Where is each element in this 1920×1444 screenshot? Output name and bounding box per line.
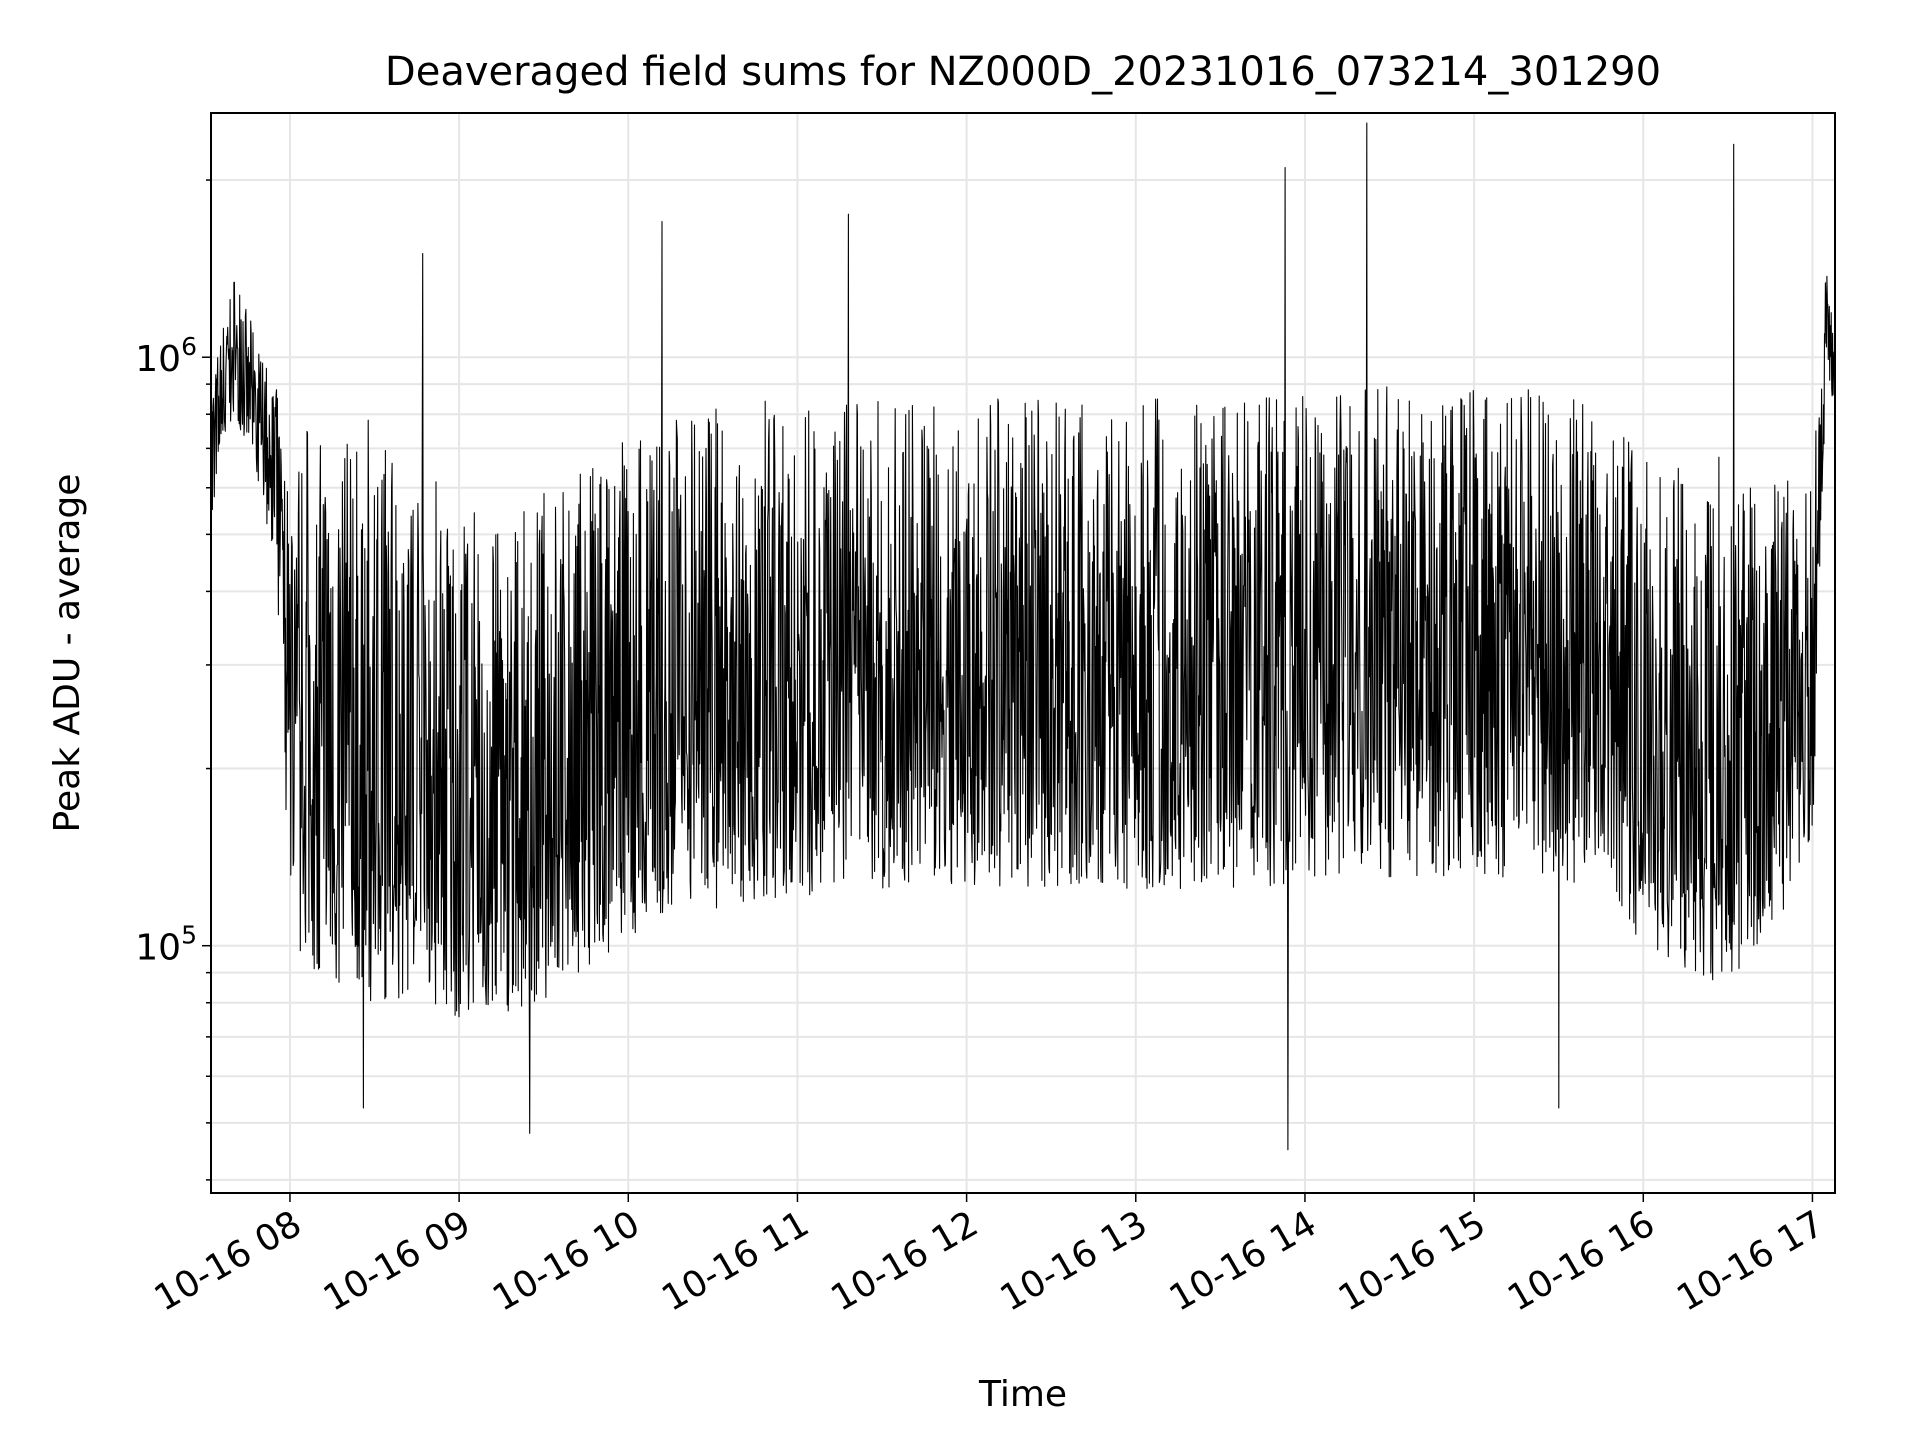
y-tick-label: 105 [135,921,197,969]
series-line [210,122,1836,1151]
y-tick-exponent: 6 [181,332,197,361]
y-axis-label: Peak ADU - average [47,474,88,833]
y-tick-base: 10 [135,928,181,969]
axes-frame [210,112,1836,1194]
x-axis-label: Time [978,1374,1067,1415]
y-tick-label: 106 [135,332,197,380]
y-tick-exponent: 5 [181,921,197,950]
series-layer [210,122,1836,1151]
y-tick-base: 10 [135,339,181,380]
chart-title: Deaveraged field sums for NZ000D_2023101… [385,49,1661,95]
